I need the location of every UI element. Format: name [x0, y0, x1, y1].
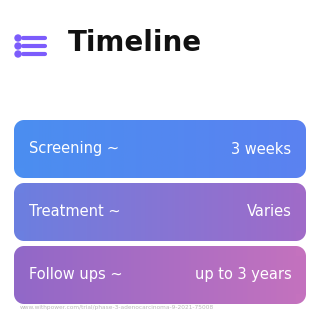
Wedge shape: [296, 120, 306, 130]
Wedge shape: [14, 231, 24, 241]
Text: Ⓟ: Ⓟ: [20, 281, 29, 296]
Wedge shape: [14, 294, 24, 304]
Bar: [296, 294, 306, 304]
Circle shape: [15, 51, 21, 57]
Circle shape: [15, 35, 21, 41]
Wedge shape: [296, 168, 306, 178]
Circle shape: [15, 43, 21, 49]
Wedge shape: [14, 183, 24, 193]
Bar: [296, 120, 306, 130]
Bar: [296, 168, 306, 178]
Text: Timeline: Timeline: [68, 29, 202, 57]
Wedge shape: [296, 246, 306, 256]
Text: www.withpower.com/trial/phase-3-adenocarcinoma-9-2021-75008: www.withpower.com/trial/phase-3-adenocar…: [20, 305, 214, 311]
Bar: [296, 231, 306, 241]
Text: Power: Power: [34, 281, 83, 295]
Bar: [296, 183, 306, 193]
Bar: [14, 294, 24, 304]
Bar: [14, 120, 24, 130]
Wedge shape: [14, 246, 24, 256]
Wedge shape: [296, 183, 306, 193]
Bar: [296, 246, 306, 256]
Wedge shape: [296, 294, 306, 304]
Wedge shape: [14, 120, 24, 130]
Wedge shape: [296, 231, 306, 241]
Bar: [14, 231, 24, 241]
Bar: [14, 246, 24, 256]
Bar: [14, 168, 24, 178]
Bar: [14, 183, 24, 193]
Wedge shape: [14, 168, 24, 178]
